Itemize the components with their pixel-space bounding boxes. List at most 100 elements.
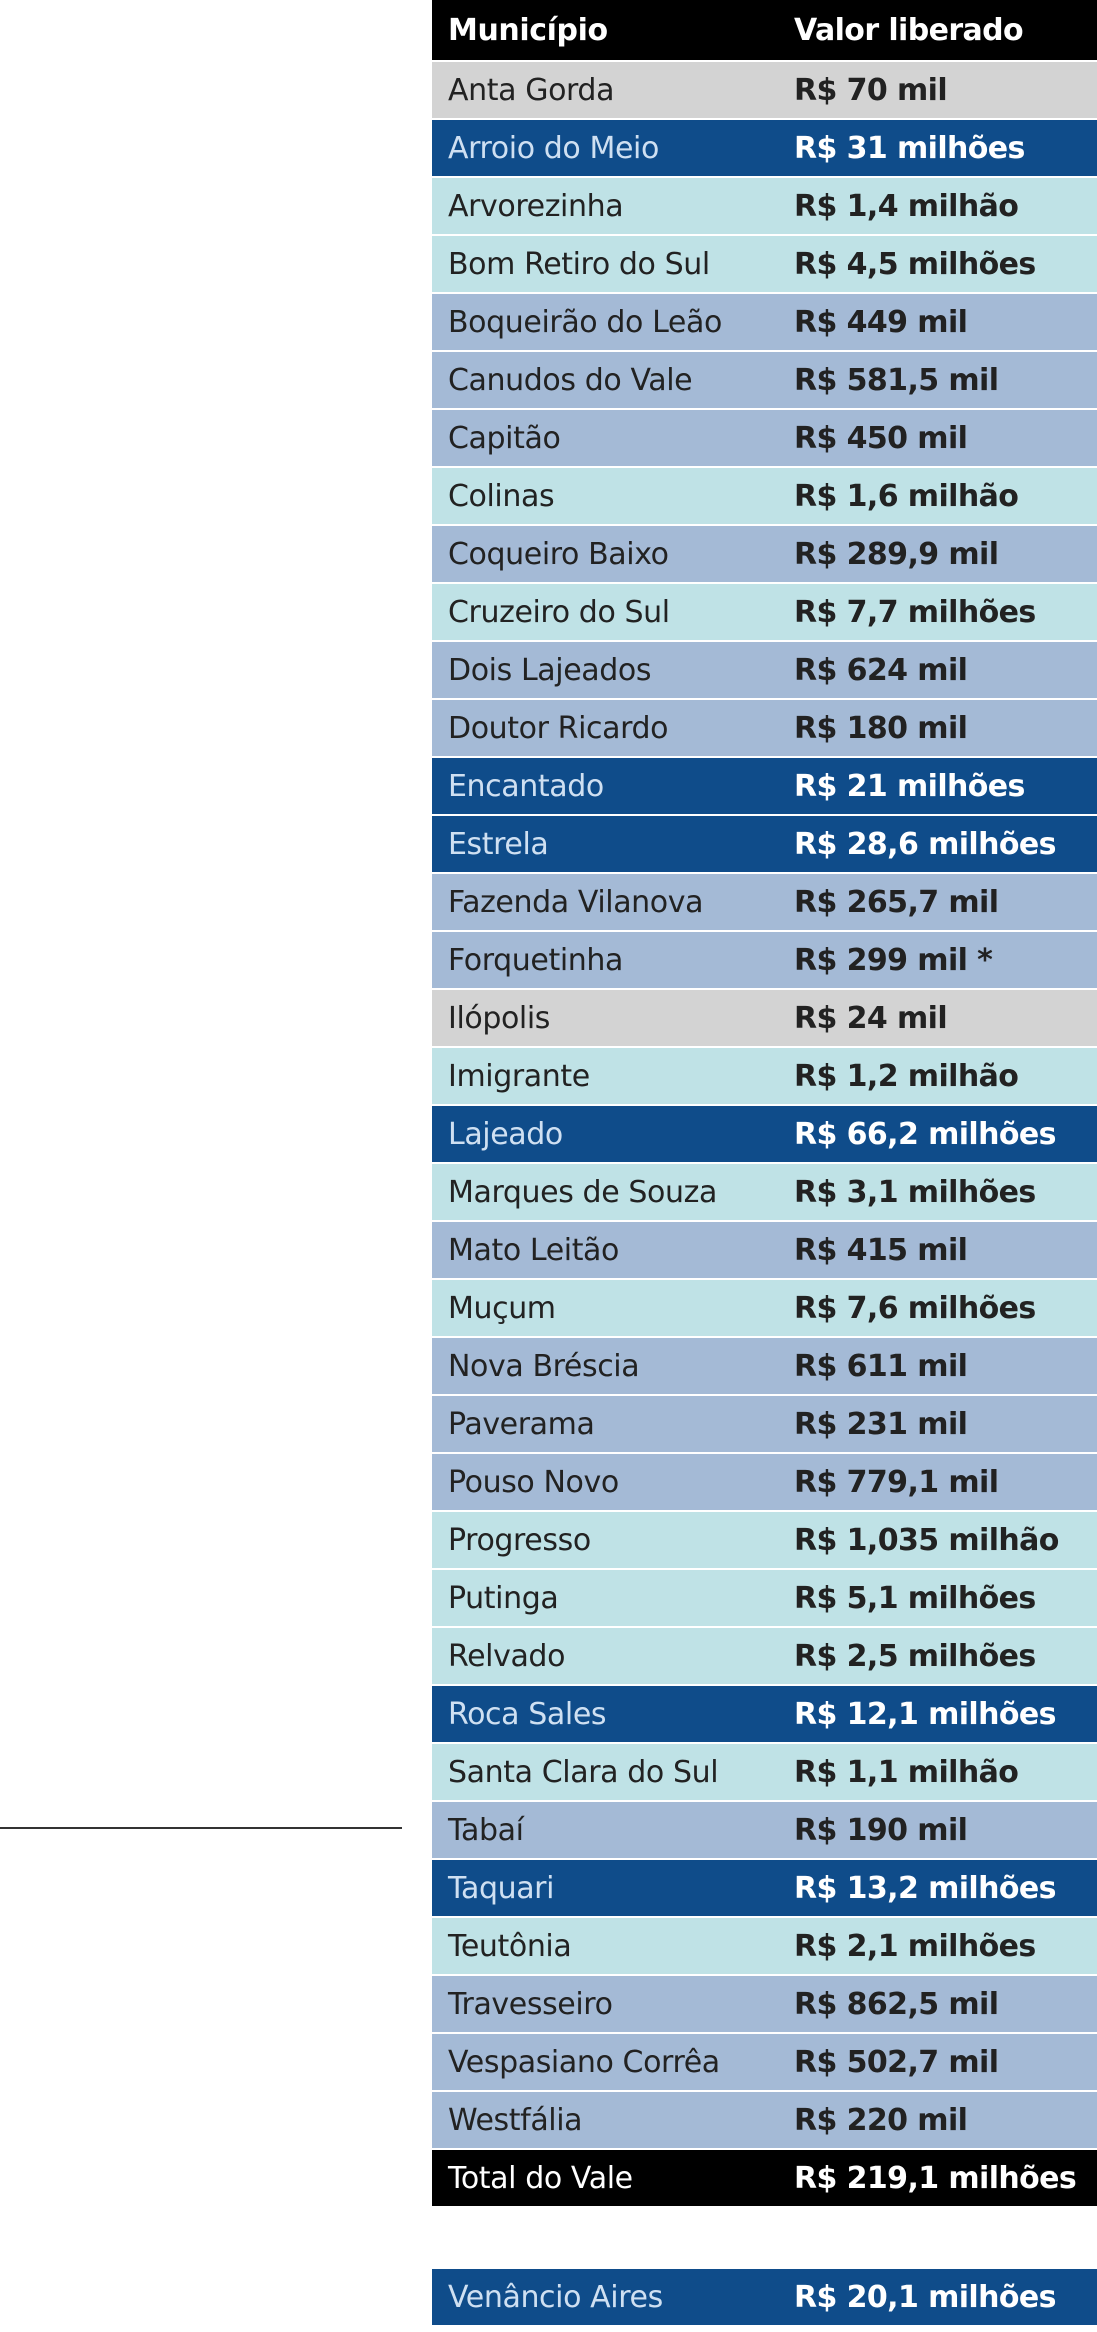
municipio-name: Capitão (448, 420, 561, 456)
municipio-name: Fazenda Vilanova (448, 884, 704, 920)
municipio-name: Santa Clara do Sul (448, 1754, 719, 1790)
municipio-name: Progresso (448, 1522, 591, 1558)
valor-liberado: R$ 502,7 mil (794, 2044, 999, 2080)
valor-liberado: R$ 1,4 milhão (794, 188, 1019, 224)
valor-liberado: R$ 779,1 mil (794, 1464, 999, 1500)
total-label: Total do Vale (448, 2160, 633, 2196)
valor-liberado: R$ 231 mil (794, 1406, 968, 1442)
table-row: Tabaí R$ 190 mil (432, 1802, 1097, 1858)
valor-liberado: R$ 12,1 milhões (794, 1696, 1056, 1732)
municipio-name: Boqueirão do Leão (448, 304, 722, 340)
municipio-name: Bom Retiro do Sul (448, 246, 710, 282)
table-row: Putinga R$ 5,1 milhões (432, 1570, 1097, 1626)
valor-liberado: R$ 624 mil (794, 652, 968, 688)
valor-liberado: R$ 21 milhões (794, 768, 1025, 804)
valor-liberado: R$ 5,1 milhões (794, 1580, 1036, 1616)
table-row: Anta Gorda R$ 70 mil (432, 62, 1097, 118)
valor-liberado: R$ 611 mil (794, 1348, 968, 1384)
municipio-name: Estrela (448, 826, 549, 862)
table-row: Mato Leitão R$ 415 mil (432, 1222, 1097, 1278)
municipio-name: Tabaí (448, 1812, 524, 1848)
table-row: Travesseiro R$ 862,5 mil (432, 1976, 1097, 2032)
table-row: Fazenda Vilanova R$ 265,7 mil (432, 874, 1097, 930)
table-row: Nova Bréscia R$ 611 mil (432, 1338, 1097, 1394)
municipio-name: Putinga (448, 1580, 559, 1616)
table-row: Arvorezinha R$ 1,4 milhão (432, 178, 1097, 234)
header-valor: Valor liberado (794, 12, 1024, 48)
table-row: Paverama R$ 231 mil (432, 1396, 1097, 1452)
valor-liberado: R$ 70 mil (794, 72, 948, 108)
municipio-name: Vespasiano Corrêa (448, 2044, 720, 2080)
valor-liberado: R$ 220 mil (794, 2102, 968, 2138)
valor-liberado: R$ 299 mil * (794, 942, 993, 978)
table-row: Encantado R$ 21 milhões (432, 758, 1097, 814)
valor-liberado: R$ 66,2 milhões (794, 1116, 1056, 1152)
extra-value: R$ 20,1 milhões (794, 2279, 1056, 2315)
table-row: Forquetinha R$ 299 mil * (432, 932, 1097, 988)
table-row: Teutônia R$ 2,1 milhões (432, 1918, 1097, 1974)
table-row: Bom Retiro do Sul R$ 4,5 milhões (432, 236, 1097, 292)
table-row: Cruzeiro do Sul R$ 7,7 milhões (432, 584, 1097, 640)
valor-liberado: R$ 415 mil (794, 1232, 968, 1268)
municipio-name: Imigrante (448, 1058, 590, 1094)
table-row: Lajeado R$ 66,2 milhões (432, 1106, 1097, 1162)
table-row: Muçum R$ 7,6 milhões (432, 1280, 1097, 1336)
table-header: Município Valor liberado (432, 0, 1097, 60)
valor-liberado: R$ 862,5 mil (794, 1986, 999, 2022)
valor-liberado: R$ 289,9 mil (794, 536, 999, 572)
valor-liberado: R$ 450 mil (794, 420, 968, 456)
valor-liberado: R$ 180 mil (794, 710, 968, 746)
valor-liberado: R$ 449 mil (794, 304, 968, 340)
municipio-name: Travesseiro (448, 1986, 613, 2022)
table-row: Coqueiro Baixo R$ 289,9 mil (432, 526, 1097, 582)
valor-liberado: R$ 1,035 milhão (794, 1522, 1059, 1558)
extra-row: Venâncio Aires R$ 20,1 milhões (432, 2269, 1097, 2325)
table-row: Colinas R$ 1,6 milhão (432, 468, 1097, 524)
municipio-name: Anta Gorda (448, 72, 615, 108)
municipio-name: Doutor Ricardo (448, 710, 669, 746)
table-row: Marques de Souza R$ 3,1 milhões (432, 1164, 1097, 1220)
table-row: Canudos do Vale R$ 581,5 mil (432, 352, 1097, 408)
table-row: Boqueirão do Leão R$ 449 mil (432, 294, 1097, 350)
table-row: Relvado R$ 2,5 milhões (432, 1628, 1097, 1684)
municipio-name: Forquetinha (448, 942, 623, 978)
table-row: Vespasiano Corrêa R$ 502,7 mil (432, 2034, 1097, 2090)
table-row: Santa Clara do Sul R$ 1,1 milhão (432, 1744, 1097, 1800)
total-row: Total do Vale R$ 219,1 milhões (432, 2150, 1097, 2206)
table-row: Doutor Ricardo R$ 180 mil (432, 700, 1097, 756)
extra-label: Venâncio Aires (448, 2279, 663, 2315)
valor-liberado: R$ 2,5 milhões (794, 1638, 1036, 1674)
municipio-name: Muçum (448, 1290, 556, 1326)
municipio-name: Roca Sales (448, 1696, 607, 1732)
valor-liberado: R$ 2,1 milhões (794, 1928, 1036, 1964)
table-row: Roca Sales R$ 12,1 milhões (432, 1686, 1097, 1742)
valor-liberado: R$ 7,6 milhões (794, 1290, 1036, 1326)
municipio-name: Relvado (448, 1638, 566, 1674)
municipio-name: Taquari (448, 1870, 555, 1906)
valor-liberado: R$ 31 milhões (794, 130, 1025, 166)
header-municipio: Município (448, 12, 608, 48)
municipio-name: Dois Lajeados (448, 652, 652, 688)
table-row: Pouso Novo R$ 779,1 mil (432, 1454, 1097, 1510)
valor-liberado: R$ 1,1 milhão (794, 1754, 1019, 1790)
valor-liberado: R$ 581,5 mil (794, 362, 999, 398)
municipio-name: Canudos do Vale (448, 362, 693, 398)
horizontal-rule (0, 1827, 402, 1829)
municipio-name: Westfália (448, 2102, 583, 2138)
municipio-name: Coqueiro Baixo (448, 536, 669, 572)
valor-liberado: R$ 1,6 milhão (794, 478, 1019, 514)
municipio-name: Nova Bréscia (448, 1348, 640, 1384)
table-row: Estrela R$ 28,6 milhões (432, 816, 1097, 872)
valor-liberado: R$ 1,2 milhão (794, 1058, 1019, 1094)
municipio-name: Paverama (448, 1406, 595, 1442)
valor-liberado: R$ 3,1 milhões (794, 1174, 1036, 1210)
municipio-name: Lajeado (448, 1116, 563, 1152)
table-row: Dois Lajeados R$ 624 mil (432, 642, 1097, 698)
municipio-name: Ilópolis (448, 1000, 551, 1036)
municipio-name: Pouso Novo (448, 1464, 619, 1500)
valor-liberado: R$ 190 mil (794, 1812, 968, 1848)
municipio-name: Cruzeiro do Sul (448, 594, 670, 630)
total-value: R$ 219,1 milhões (794, 2160, 1077, 2196)
table-row: Ilópolis R$ 24 mil (432, 990, 1097, 1046)
table-row: Taquari R$ 13,2 milhões (432, 1860, 1097, 1916)
